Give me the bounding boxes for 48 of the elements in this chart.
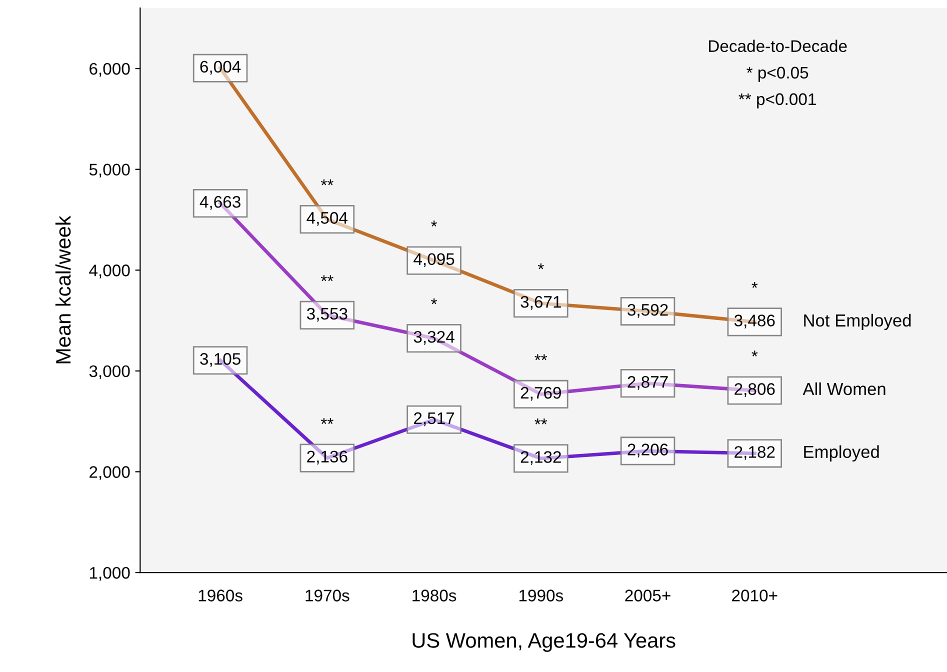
annotation: * [538, 263, 544, 270]
data-label: 3,486 [734, 314, 775, 328]
data-label: 3,553 [306, 308, 348, 322]
annotation: ** p<0.001 [738, 93, 816, 108]
annotation: * [752, 282, 758, 288]
annotation: ** [320, 275, 334, 282]
text: Not Employed [804, 314, 911, 330]
text: All Women [802, 382, 886, 396]
annotation: ** [534, 354, 548, 360]
text: Employed [804, 445, 879, 462]
y-axis-title: Mean kcal/week [55, 216, 71, 364]
y-tick-label: 1,000 [90, 566, 130, 581]
data-label: 4,504 [306, 212, 348, 226]
data-label: 2,769 [520, 386, 561, 401]
x-axis-title: US Women, Age19-64 Years [412, 633, 676, 652]
data-label: 3,324 [414, 330, 454, 345]
data-label: 4,663 [200, 196, 240, 210]
y-tick-label: 3,000 [89, 365, 130, 380]
data-label: 2,136 [307, 450, 348, 464]
data-label: 2,517 [414, 412, 454, 426]
y-tick-label: 5,000 [89, 164, 130, 178]
x-tick-label: 2010+ [732, 590, 778, 602]
annotation: * p<0.05 [746, 66, 808, 82]
annotation: ** [534, 418, 548, 424]
annotation: * [752, 350, 758, 356]
annotation: ** [320, 179, 334, 186]
x-tick-label: 1980s [412, 590, 456, 602]
data-label: 3,105 [200, 353, 240, 367]
x-tick-label: 2005+ [625, 590, 670, 602]
annotation: ** [320, 418, 334, 424]
x-tick-label: 1960s [198, 590, 242, 602]
y-tick-label: 6,000 [90, 62, 130, 77]
x-tick-label: 1970s [306, 590, 350, 602]
annotation: Decade-to-Decade [708, 40, 847, 52]
data-label: 4,095 [414, 253, 454, 268]
y-tick-label: 2,000 [90, 466, 130, 480]
annotation: * [431, 220, 438, 226]
annotation: * [431, 298, 438, 304]
data-label: 2,206 [628, 444, 668, 458]
data-label: 3,592 [628, 304, 668, 318]
data-label: 2,877 [628, 376, 668, 390]
data-label: 2,132 [520, 451, 561, 465]
y-tick-label: 4,000 [89, 264, 130, 278]
data-label: 2,182 [734, 446, 775, 460]
data-label: 6,004 [200, 60, 241, 75]
data-label: 2,806 [734, 383, 775, 397]
data-label: 3,671 [520, 296, 561, 310]
x-tick-label: 1990s [519, 590, 564, 602]
